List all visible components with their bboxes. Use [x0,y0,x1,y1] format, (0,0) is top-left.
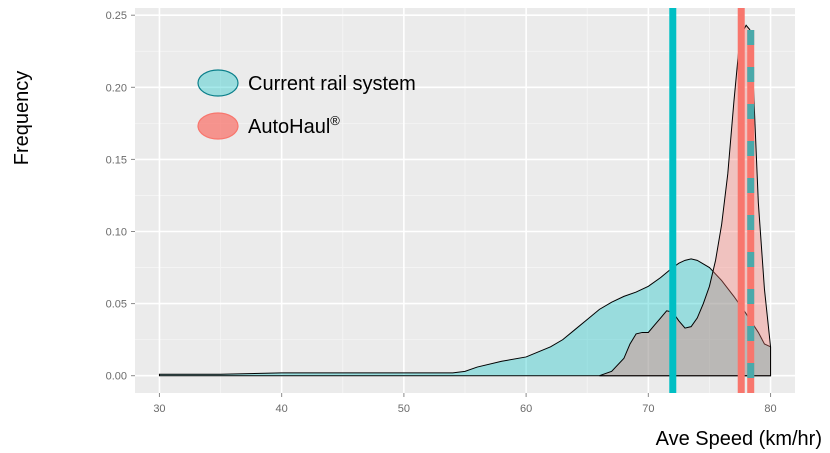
mean-band-stripe [747,141,755,156]
legend-key-current-rail [197,69,239,97]
legend-key-autohaul [197,112,239,140]
legend-label-autohaul-text: AutoHaul [248,116,330,138]
density-area-current-rail [158,258,772,377]
y-tick-label: 0.25 [106,10,127,22]
mean-lines [669,8,755,393]
mean-band-stripe [747,326,755,341]
mean-band-stripe [747,363,755,378]
density-area-autohaul [599,24,772,377]
mean-band-stripe [747,215,755,230]
legend-label-current-rail: Current rail system [248,73,416,95]
grid-lines [135,8,795,393]
x-tick-label: 50 [398,403,410,415]
y-tick-label: 0.00 [106,371,127,383]
y-tick-label: 0.10 [106,227,127,239]
mean-band-stripe [747,30,755,45]
legend-label-autohaul: AutoHaul® [248,113,340,138]
x-tick-label: 70 [642,403,654,415]
x-tick-label: 60 [520,403,532,415]
axis-ticks: 30 40 50 60 70 80 0.00 0.05 0.10 0.15 0.20 0.25 [106,10,777,415]
x-axis-title: Ave Speed (km/hr) [656,428,822,450]
y-tick-label: 0.15 [106,154,127,166]
y-tick-label: 0.20 [106,82,127,94]
x-tick-label: 40 [276,403,288,415]
mean-band-stripe [747,289,755,304]
density-fills [158,24,772,377]
mean-band-stripe [747,104,755,119]
legend-label-autohaul-superscript: ® [330,113,340,128]
mean-band-stripe [747,178,755,193]
y-tick-label: 0.05 [106,299,127,311]
mean-band-stripe [747,252,755,267]
x-tick-label: 30 [153,403,165,415]
legend: Current rail system AutoHaul® [197,69,416,140]
x-tick-label: 80 [764,403,776,415]
y-axis-title: Frequency [11,71,33,166]
mean-band-autohaul [747,30,755,393]
mean-band-stripe [747,67,755,82]
